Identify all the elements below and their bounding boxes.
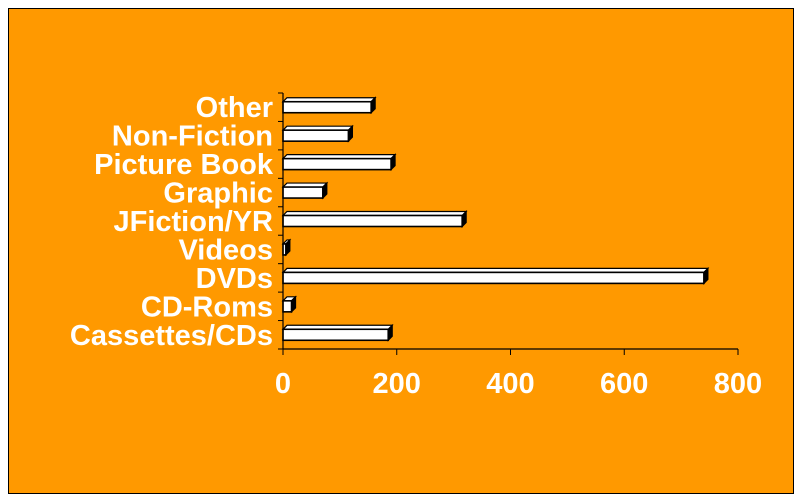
bar-front-face xyxy=(282,214,463,228)
chart-area: Cassettes/CDs CD-Roms DVDs Videos JFiction/Y… xyxy=(8,8,794,494)
bar-front-face xyxy=(282,186,324,199)
bar-front-face xyxy=(282,271,705,285)
bars xyxy=(281,96,710,342)
x-tick-label: 800 xyxy=(714,368,762,400)
x-tick-label: 200 xyxy=(373,368,421,400)
bar-cd-roms xyxy=(281,295,297,314)
bar-chart: Cassettes/CDsCD-RomsDVDsVideosJFiction/Y… xyxy=(70,92,762,400)
category-label: Other xyxy=(196,92,273,124)
bar-cassettes-cds xyxy=(281,323,394,342)
bar-jfiction-yr xyxy=(281,210,468,228)
category-label: Picture Book xyxy=(94,149,274,181)
category-label: DVDs xyxy=(196,263,273,295)
x-tick-label: 600 xyxy=(600,368,648,400)
bar-front-face xyxy=(282,157,392,171)
bar-non-fiction xyxy=(281,124,354,143)
x-tick-label: 400 xyxy=(486,368,534,400)
bar-front-face xyxy=(282,300,293,313)
category-label: Graphic xyxy=(163,178,273,210)
category-label: JFiction/YR xyxy=(113,206,273,238)
category-label: Videos xyxy=(178,234,273,266)
bar-graphic xyxy=(281,181,329,200)
category-label: Non-Fiction xyxy=(112,121,273,153)
labels: Cassettes/CDsCD-RomsDVDsVideosJFiction/Y… xyxy=(70,92,762,400)
bar-front-face xyxy=(282,328,390,342)
category-label: CD-Roms xyxy=(141,291,273,323)
axes xyxy=(278,92,739,355)
bar-videos xyxy=(281,238,292,257)
category-label: Cassettes/CDs xyxy=(70,320,273,352)
bar-front-face xyxy=(282,100,372,114)
bar-front-face xyxy=(282,129,350,142)
bar-dvds xyxy=(281,266,710,285)
x-tick-label: 0 xyxy=(275,368,291,400)
bar-picture-book xyxy=(281,153,397,172)
bar-other xyxy=(281,96,377,115)
